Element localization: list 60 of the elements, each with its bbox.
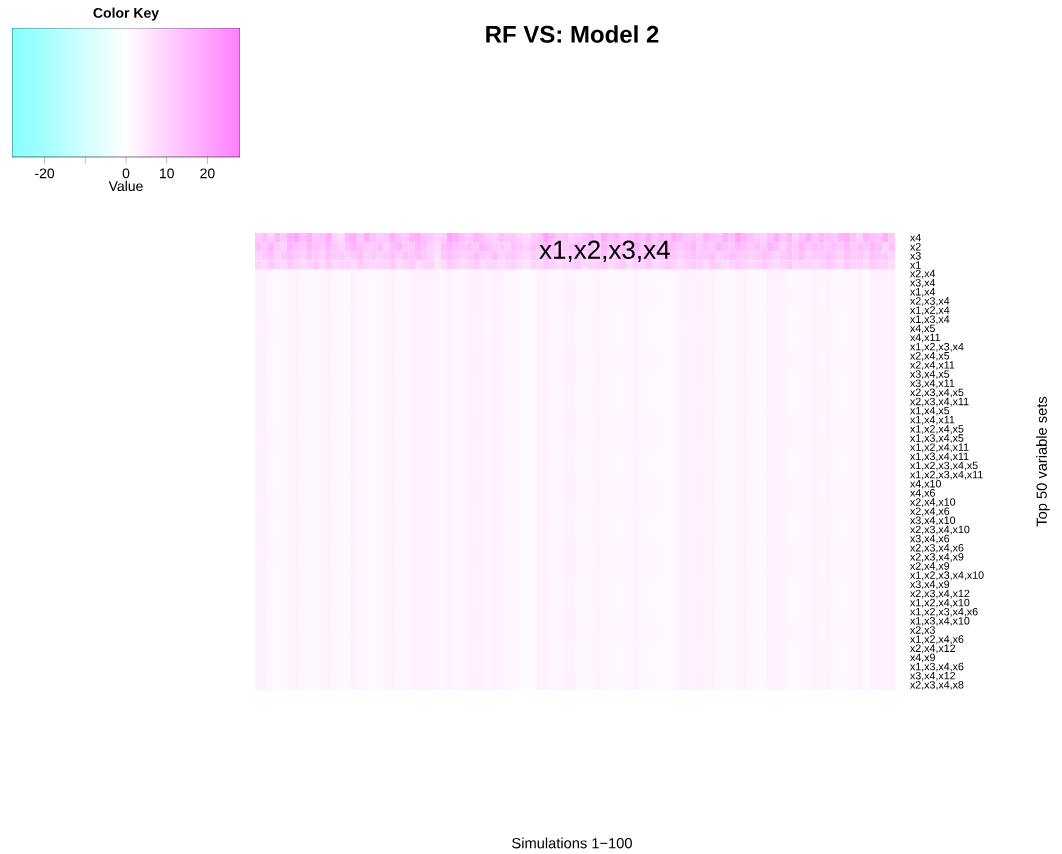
y-tick-label: x3,x4,x9 [910,580,950,590]
text: Color Key [93,7,159,21]
y-tick-label: x4 [910,233,921,242]
y-tick-label: x2,x3,x4,x8 [910,681,964,690]
y-tick-label: x3 [910,252,921,260]
y-tick-label: x1,x2,x4 [910,306,950,316]
y-tick-label: x1,x3,x4,x6 [910,662,964,672]
y-tick-label: x1,x3,x4,x10 [910,617,970,626]
y-tick-label: x3,x4 [910,278,936,288]
y-tick-label: x3,x4,x11 [910,379,955,389]
color-bar-label: 10 [159,168,174,179]
annotation: x1,x2,x3,x4 [539,240,670,263]
text: Simulations 1−100 [512,837,632,849]
y-tick-label: x1,x2,x3,x4,x6 [910,607,978,617]
y-tick-label: x1,x2,x4,x11 [910,443,969,453]
y-tick-label: x2,x3,x4,x5 [910,388,964,398]
y-tick-label: x2,x4,x11 [910,361,955,370]
y-tick-label: x2,x4,x6 [910,507,950,517]
y-tick-label: x2,x3,x4,x6 [910,543,964,553]
y-tick-label: x2,x3,x4,x12 [910,589,970,599]
y-tick-label: x2,x3,x4 [910,297,950,306]
y-axis-title: Top 50 variable sets [1036,396,1050,527]
y-tick-label: x1,x2,x4,x5 [910,425,964,434]
y-tick-label: x1,x2,x3,x4,x10 [910,571,984,581]
y-tick-label: x4,x9 [910,653,935,663]
y-tick-label: x4,x10 [910,479,941,489]
y-tick-label: x1,x2,x3,x4,x5 [910,461,978,471]
color-bar-title: Value [108,180,143,192]
y-tick-label: x1,x3,x4,x11 [910,452,969,462]
y-tick-label: x2,x3,x4,x9 [910,553,964,562]
y-tick-label: x2,x4 [910,269,936,279]
y-tick-label: x2,x4,x12 [910,644,956,654]
y-tick-label: x3,x4,x10 [910,516,956,526]
y-tick-label: x1,x2,x3,x4 [910,342,964,352]
y-tick-label: x1,x2,x4,x6 [910,635,964,645]
y-tick-label: x1,x4,x5 [910,406,950,416]
y-tick-label: x2,x3,x4,x10 [910,525,970,535]
y-tick-label: x1,x3,x4,x5 [910,434,964,444]
y-tick-label: x2,x4,x10 [910,498,956,508]
y-tick-label: x4,x11 [910,333,941,343]
chart-title: RF VS: Model 2 [486,25,659,43]
y-tick-label: x2 [910,243,921,251]
y-tick-label: x1,x3,x4 [910,315,950,325]
y-tick-label: x4,x5 [910,324,935,334]
y-tick-label: x2,x3,x4,x11 [910,397,969,407]
color-bar-label: 0 [122,168,130,179]
y-tick-label: x3,x4,x5 [910,370,950,380]
y-tick-label: x1 [910,261,921,269]
y-tick-label: x1,x2,x3,x4,x11 [910,470,983,480]
y-tick-label: x3,x4,x12 [910,671,956,681]
y-tick-label: x1,x2,x4,x10 [910,598,970,608]
color-bar-label: 20 [200,168,215,179]
y-tick-label: x2,x4,x5 [910,352,950,361]
y-tick-label: x2,x3 [910,626,935,635]
y-tick-label: x4,x6 [910,489,935,498]
y-tick-label: x1,x4 [910,288,936,297]
y-tick-label: x3,x4,x6 [910,534,950,544]
y-tick-label: x2,x4,x9 [910,562,950,572]
color-bar-label: -20 [35,168,55,179]
y-tick-label: x1,x4,x11 [910,416,955,425]
